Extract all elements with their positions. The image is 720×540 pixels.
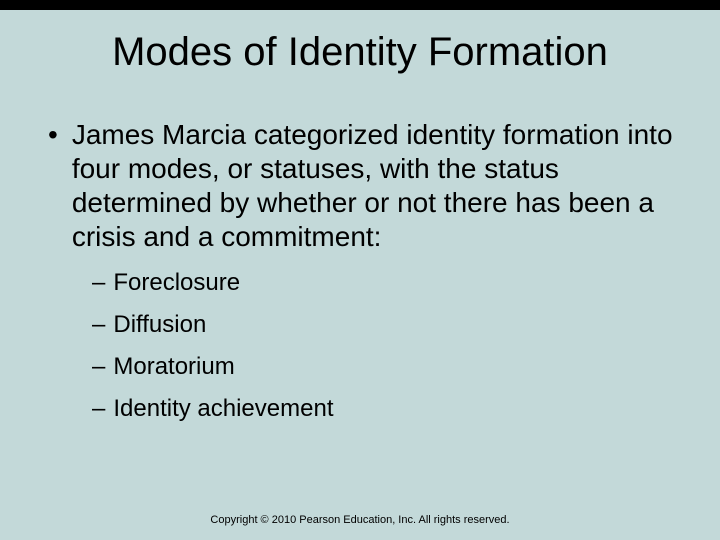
sub-item: – Moratorium xyxy=(92,352,678,382)
sub-item: – Identity achievement xyxy=(92,394,678,424)
slide-title: Modes of Identity Formation xyxy=(0,30,720,75)
title-top-bar xyxy=(0,0,720,10)
sub-marker: – xyxy=(92,352,105,382)
sub-text: Diffusion xyxy=(113,310,206,340)
sub-text: Identity achievement xyxy=(113,394,333,424)
sub-item: – Diffusion xyxy=(92,310,678,340)
copyright-footer: Copyright © 2010 Pearson Education, Inc.… xyxy=(0,514,720,526)
bullet-marker: • xyxy=(48,118,58,152)
bullet-text: James Marcia categorized identity format… xyxy=(72,118,678,254)
sub-marker: – xyxy=(92,268,105,298)
sub-marker: – xyxy=(92,394,105,424)
sub-list: – Foreclosure – Diffusion – Moratorium –… xyxy=(92,268,678,424)
sub-text: Foreclosure xyxy=(113,268,240,298)
slide-body: • James Marcia categorized identity form… xyxy=(48,118,678,436)
slide: Modes of Identity Formation • James Marc… xyxy=(0,0,720,540)
sub-item: – Foreclosure xyxy=(92,268,678,298)
bullet-item: • James Marcia categorized identity form… xyxy=(48,118,678,254)
sub-marker: – xyxy=(92,310,105,340)
sub-text: Moratorium xyxy=(113,352,234,382)
